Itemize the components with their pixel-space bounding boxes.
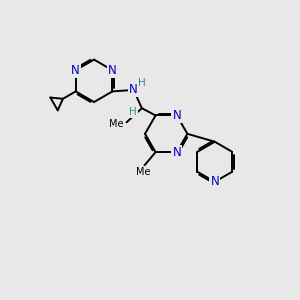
Text: N: N <box>210 175 219 188</box>
Text: N: N <box>108 64 117 77</box>
Text: H: H <box>138 78 146 88</box>
Text: N: N <box>172 146 181 159</box>
Text: Me: Me <box>136 167 150 177</box>
Text: N: N <box>129 83 138 96</box>
Text: N: N <box>172 109 181 122</box>
Text: N: N <box>71 64 80 77</box>
Text: H: H <box>129 107 137 117</box>
Text: Me: Me <box>109 119 123 129</box>
